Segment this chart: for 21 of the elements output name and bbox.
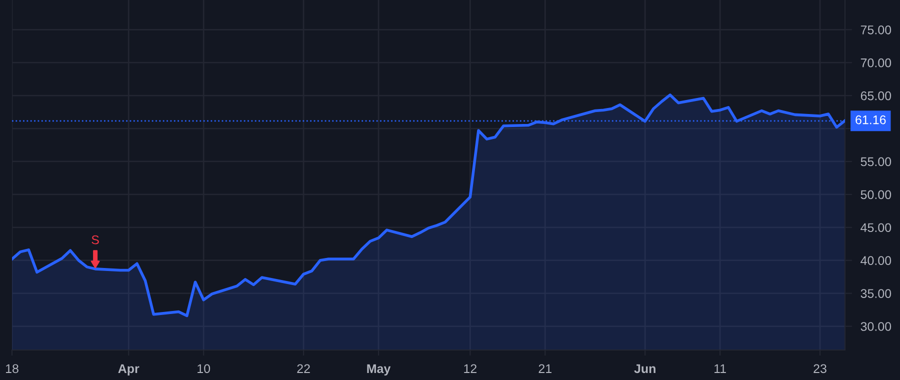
x-tick-label: May (367, 364, 391, 376)
x-tick-label: Apr (118, 364, 140, 376)
y-tick-label: 50.00 (860, 190, 892, 200)
y-tick-label: 75.00 (860, 25, 892, 34)
y-tick-label: 45.00 (860, 223, 892, 232)
y-tick-label: 70.00 (860, 58, 892, 68)
y-tick-label: 65.00 (860, 91, 892, 100)
y-tick-label: 40.00 (860, 256, 892, 266)
x-tick-label: 23 (814, 364, 826, 374)
y-tick-label: 35.00 (860, 289, 892, 298)
x-tick-label: 12 (464, 364, 476, 373)
x-tick-label: 10 (198, 364, 210, 374)
y-tick-label: 55.00 (860, 157, 892, 166)
x-tick-label: 22 (297, 364, 310, 373)
x-tick-label: 11 (714, 364, 726, 373)
y-tick-label: 30.00 (860, 322, 892, 331)
annotation: S (92, 235, 99, 244)
x-tick-label: 18 (6, 364, 18, 374)
x-tick-label: 21 (538, 364, 552, 373)
ref-line-label: 61.16 (856, 115, 886, 124)
x-tick-label: Jun (634, 364, 656, 374)
